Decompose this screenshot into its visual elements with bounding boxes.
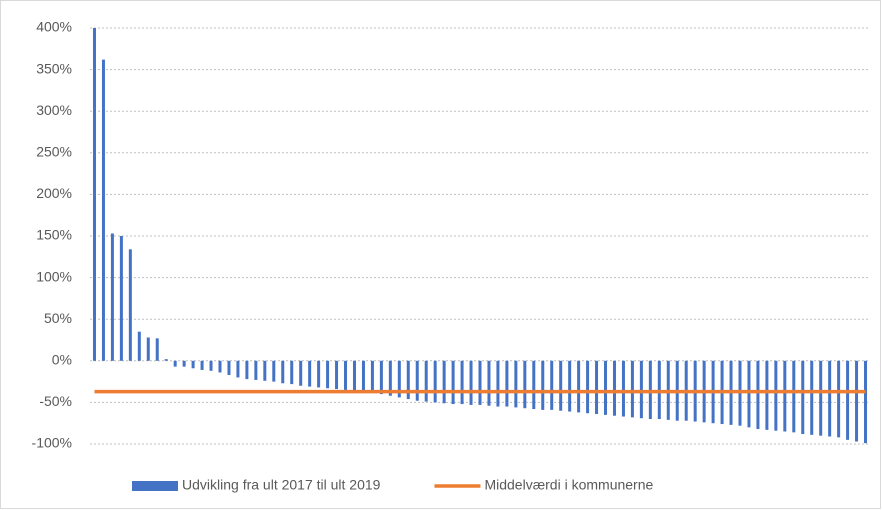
bar	[810, 360, 814, 435]
bar	[621, 360, 625, 417]
bar	[792, 360, 796, 433]
bar	[299, 360, 303, 386]
bar	[227, 360, 231, 375]
bar	[774, 360, 778, 431]
bar	[505, 360, 509, 407]
bar	[487, 360, 491, 406]
y-tick-label: 100%	[36, 268, 72, 284]
y-tick-label: 400%	[36, 19, 72, 35]
bar	[496, 360, 500, 407]
y-tick-label: 150%	[36, 227, 72, 243]
bar	[424, 360, 428, 402]
bar	[370, 360, 374, 393]
bar	[586, 360, 590, 414]
bar	[855, 360, 859, 442]
bar	[263, 360, 267, 381]
bar	[846, 360, 850, 440]
bar	[397, 360, 401, 398]
y-tick-label: -100%	[32, 435, 72, 451]
bar	[110, 233, 114, 361]
bar	[352, 360, 356, 391]
bar	[433, 360, 437, 403]
y-tick-label: 300%	[36, 102, 72, 118]
bar	[137, 331, 141, 361]
bar	[828, 360, 832, 437]
bar	[361, 360, 365, 392]
bar	[236, 360, 240, 378]
bar	[442, 360, 446, 404]
bar	[541, 360, 545, 410]
bar	[765, 360, 769, 430]
bar	[344, 360, 348, 390]
bar	[559, 360, 563, 411]
bar	[155, 338, 159, 361]
bar	[92, 28, 96, 361]
y-tick-label: 250%	[36, 144, 72, 160]
bar	[819, 360, 823, 436]
bar	[200, 360, 204, 370]
bar	[568, 360, 572, 412]
bar	[469, 360, 473, 405]
bar	[783, 360, 787, 432]
bar	[595, 360, 599, 415]
bar	[406, 360, 410, 400]
y-tick-label: 0%	[52, 352, 72, 368]
legend-label: Udvikling fra ult 2017 til ult 2019	[182, 477, 381, 493]
y-tick-label: 50%	[44, 310, 72, 326]
bar	[612, 360, 616, 416]
bar	[173, 360, 177, 367]
bar	[756, 360, 760, 430]
bar	[146, 337, 150, 361]
bar	[837, 360, 841, 438]
bar	[101, 59, 105, 361]
bar	[290, 360, 294, 385]
bar	[245, 360, 249, 380]
bar	[639, 360, 643, 419]
y-tick-label: 200%	[36, 185, 72, 201]
bar	[182, 360, 186, 367]
bar	[281, 360, 285, 384]
bar	[326, 360, 330, 389]
bar	[451, 360, 455, 405]
bar	[308, 360, 312, 387]
bar	[317, 360, 321, 388]
y-tick-label: 350%	[36, 60, 72, 76]
bar	[379, 360, 383, 395]
bar	[747, 360, 751, 428]
bar	[460, 360, 464, 405]
bar	[218, 360, 222, 373]
bar	[335, 360, 339, 390]
bar	[119, 236, 123, 361]
bar	[577, 360, 581, 413]
bar	[864, 360, 868, 444]
legend-label: Middelværdi i kommunerne	[484, 477, 653, 493]
bar	[523, 360, 527, 409]
bar	[388, 360, 392, 396]
bar	[604, 360, 608, 415]
bar	[415, 360, 419, 401]
bar	[164, 359, 168, 361]
bar	[272, 360, 276, 382]
bar	[254, 360, 258, 380]
bar	[478, 360, 482, 405]
y-tick-label: -50%	[39, 393, 72, 409]
bar	[532, 360, 536, 410]
bar	[514, 360, 518, 408]
legend-swatch	[132, 481, 178, 491]
bar	[630, 360, 634, 418]
bar	[801, 360, 805, 435]
bar	[550, 360, 554, 410]
bar	[209, 360, 213, 371]
bar	[128, 249, 132, 361]
bar	[191, 360, 195, 369]
